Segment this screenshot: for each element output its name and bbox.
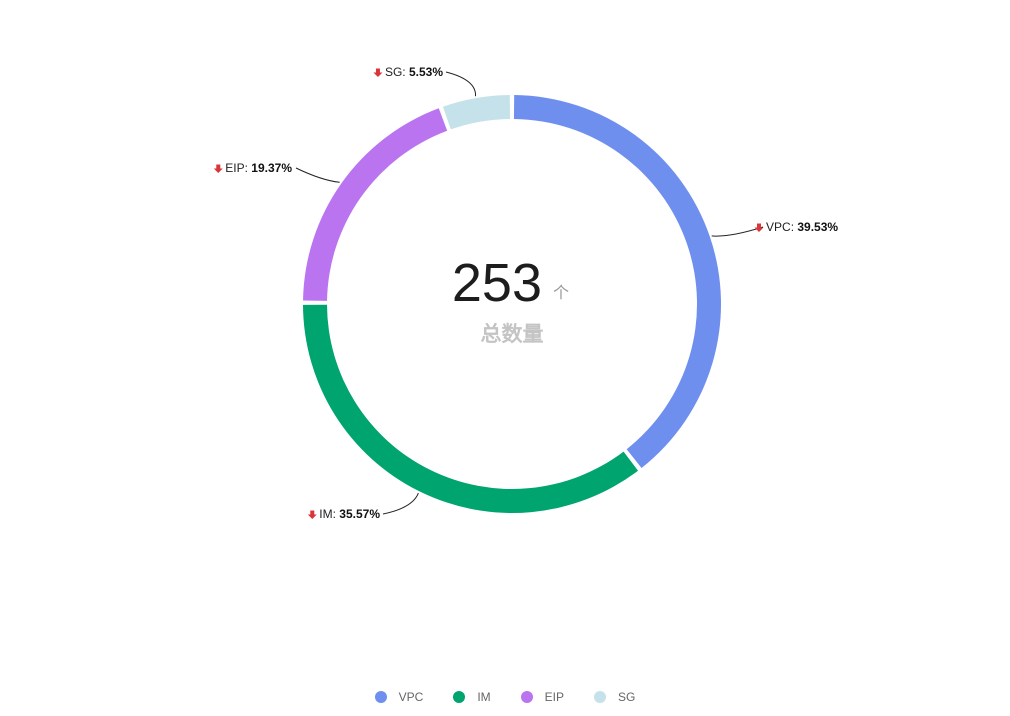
slice-label-text: SG: 5.53% [385,65,443,79]
legend-label: SG [618,690,636,704]
slice-label-value: 35.57% [339,507,380,521]
legend-dot-icon [594,691,607,703]
slice-label-name: IM [319,507,332,521]
trend-down-arrow-icon [754,223,764,232]
slice-label-value: 39.53% [797,220,838,234]
labels-layer: VPC: 39.53% IM: 35.57% EIP: 19.37% SG: 5.53… [213,65,838,521]
total-unit: 个 [553,283,569,302]
slice-label-sg: SG: 5.53% [373,65,443,79]
donut-slice-im[interactable] [303,304,639,513]
slice-label-text: VPC: 39.53% [766,220,838,234]
slice-label-separator: : [333,507,340,521]
slice-label-value: 5.53% [409,65,443,79]
leader-line-sg [445,71,477,97]
center-layer: 253 个 总数量 [452,253,569,346]
slice-label-name: SG [385,65,402,79]
legend-dot-icon [520,691,533,703]
chart-legend: VPC IM EIP SG [0,686,1010,708]
slice-label-text: IM: 35.57% [319,507,380,521]
legend-dot-icon [453,691,466,703]
legend-label: IM [477,690,491,704]
slice-label-eip: EIP: 19.37% [213,161,292,175]
slice-label-im: IM: 35.57% [307,507,380,521]
donut-slice-eip[interactable] [303,108,448,301]
total-count: 253 [452,253,542,313]
legend-item-vpc[interactable]: VPC [374,690,424,704]
donut-slice-sg[interactable] [442,95,511,130]
leader-line-im [382,492,419,515]
slice-label-separator: : [402,65,409,79]
total-caption: 总数量 [481,322,544,346]
legend-item-sg[interactable]: SG [594,690,635,704]
leader-line-eip [295,167,340,183]
trend-down-arrow-icon [373,68,383,77]
legend-item-im[interactable]: IM [453,690,491,704]
legend-label: VPC [398,690,424,704]
slice-label-separator: : [245,161,252,175]
donut-slice-vpc[interactable] [513,95,721,469]
legend-label: EIP [544,690,565,704]
trend-down-arrow-icon [307,510,317,519]
slice-label-vpc: VPC: 39.53% [754,220,838,234]
legend-dot-icon [374,691,387,703]
slice-label-text: EIP: 19.37% [225,161,292,175]
slice-label-name: EIP [225,161,244,175]
slice-label-value: 19.37% [251,161,292,175]
slices-layer [303,95,721,513]
slice-label-name: VPC [766,220,791,234]
trend-down-arrow-icon [213,164,223,173]
slice-label-separator: : [791,220,798,234]
leader-line-vpc [711,226,764,237]
legend-item-eip[interactable]: EIP [520,690,565,704]
